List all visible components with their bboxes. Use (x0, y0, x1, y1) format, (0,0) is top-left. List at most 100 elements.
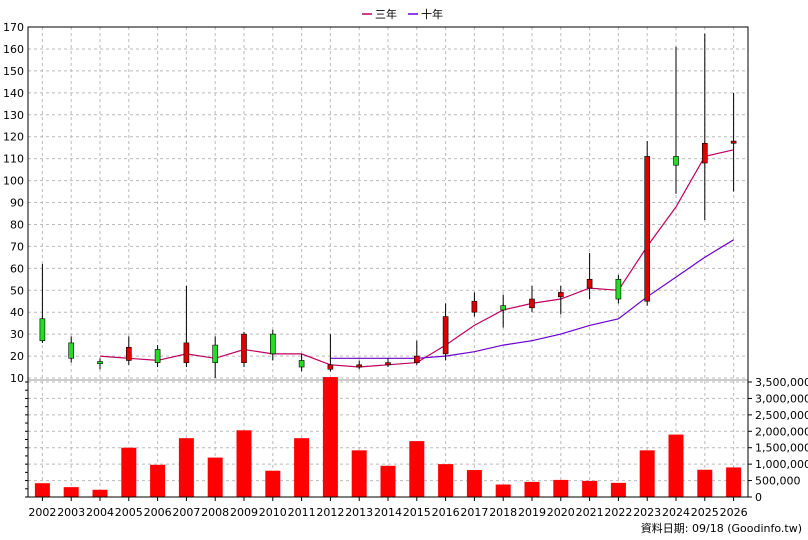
price-tick-label: 170 (3, 21, 24, 34)
volume-axis: 0 500,000 1,000,000 1,500,000 2,000,000 2,500… (25, 376, 808, 504)
volume-tick-label: 3,000,000 (755, 392, 808, 405)
candle-body (241, 333, 247, 363)
candle-body (529, 298, 535, 309)
year-tick-label: 2004 (86, 506, 114, 519)
volume-bar (265, 470, 281, 497)
price-tick-label: 130 (3, 109, 24, 122)
candle-body (327, 364, 334, 370)
year-tick-label: 2012 (316, 506, 344, 519)
candle-body (39, 318, 46, 342)
volume-tick-label: 2,500,000 (755, 409, 808, 422)
legend-label-3yr: 三年 (375, 7, 397, 21)
candle-body (385, 362, 391, 366)
volume-tick-label: 0 (755, 491, 762, 504)
candle-body (701, 142, 708, 164)
candle-body (68, 342, 74, 359)
price-tick-label: 90 (10, 197, 24, 210)
volume-bar (92, 489, 108, 497)
year-tick-label: 2020 (547, 506, 575, 519)
price-tick-label: 100 (3, 175, 24, 188)
volume-bars (34, 377, 742, 497)
candle-body (442, 316, 449, 355)
volume-bar (639, 450, 655, 497)
price-tick-label: 110 (3, 153, 24, 166)
year-tick-label: 2022 (604, 506, 632, 519)
year-tick-label: 2017 (460, 506, 488, 519)
price-tick-label: 70 (10, 240, 24, 253)
legend-label-10yr: 十年 (421, 7, 443, 21)
grid (28, 26, 748, 497)
volume-bar (610, 482, 626, 497)
candle-body (212, 344, 218, 363)
moving-average-line (330, 239, 734, 359)
volume-bar (582, 480, 598, 497)
x-axis: 2002 2003 2004 2005 2006 2007 2008 2009 2010 2011… (28, 497, 748, 519)
candle-body (269, 333, 276, 355)
year-tick-label: 2008 (201, 506, 229, 519)
year-tick-label: 2010 (259, 506, 287, 519)
volume-tick-label: 1,000,000 (755, 458, 808, 471)
candle-body (356, 364, 363, 368)
footer-source: 資料日期: 09/18 (Goodinfo.tw) (641, 521, 802, 535)
year-tick-label: 2018 (489, 506, 517, 519)
volume-tick-label: 500,000 (755, 475, 801, 488)
candle-body (97, 361, 103, 365)
price-axis: 10 20 30 40 50 60 70 80 90 100 110 120 130 140 150 160 1… (3, 21, 24, 385)
legend: 三年 十年 (362, 7, 443, 21)
price-tick-label: 20 (10, 350, 24, 363)
year-tick-label: 2009 (230, 506, 258, 519)
volume-tick-label: 1,500,000 (755, 442, 808, 455)
volume-bar (380, 465, 396, 497)
volume-bar (726, 467, 742, 497)
year-tick-label: 2023 (633, 506, 661, 519)
volume-bar (553, 479, 569, 497)
year-tick-label: 2019 (518, 506, 546, 519)
candle-body (413, 355, 420, 363)
candles (39, 33, 737, 378)
volume-tick-label: 2,000,000 (755, 425, 808, 438)
year-tick-label: 2006 (144, 506, 172, 519)
volume-bar (409, 441, 425, 497)
year-tick-label: 2025 (691, 506, 719, 519)
volume-bar (351, 450, 367, 497)
price-tick-label: 140 (3, 87, 24, 100)
volume-bar (438, 464, 454, 497)
year-tick-label: 2007 (172, 506, 200, 519)
candle-body (730, 140, 737, 144)
candle-body (183, 342, 190, 363)
volume-bar (121, 447, 137, 497)
year-tick-label: 2002 (28, 506, 56, 519)
price-tick-label: 80 (10, 218, 24, 231)
price-tick-label: 40 (10, 306, 24, 319)
volume-bar (150, 464, 166, 497)
price-tick-label: 30 (10, 328, 24, 341)
candle-body (126, 346, 132, 361)
candle-body (154, 349, 161, 363)
year-tick-label: 2011 (288, 506, 316, 519)
volume-tick-label: 3,500,000 (755, 376, 808, 389)
volume-bar (524, 481, 540, 497)
volume-bar (63, 487, 79, 497)
year-tick-label: 2013 (345, 506, 373, 519)
candle-body (586, 278, 593, 289)
candle-body (615, 278, 622, 300)
volume-bar (322, 377, 338, 497)
year-tick-label: 2003 (57, 506, 85, 519)
volume-bar (207, 457, 223, 497)
year-tick-label: 2014 (374, 506, 402, 519)
volume-bar (495, 484, 511, 497)
volume-bar (34, 483, 50, 497)
candle-body (471, 300, 478, 313)
volume-bar (466, 470, 482, 497)
candle-body (644, 156, 651, 302)
volume-bar (668, 434, 684, 497)
candle-body (557, 292, 564, 298)
volume-bar (236, 430, 252, 497)
year-tick-label: 2021 (576, 506, 604, 519)
price-tick-label: 50 (10, 284, 24, 297)
year-tick-label: 2016 (432, 506, 460, 519)
price-tick-label: 160 (3, 43, 24, 56)
candle-body (298, 360, 305, 368)
candle-body (500, 305, 507, 311)
